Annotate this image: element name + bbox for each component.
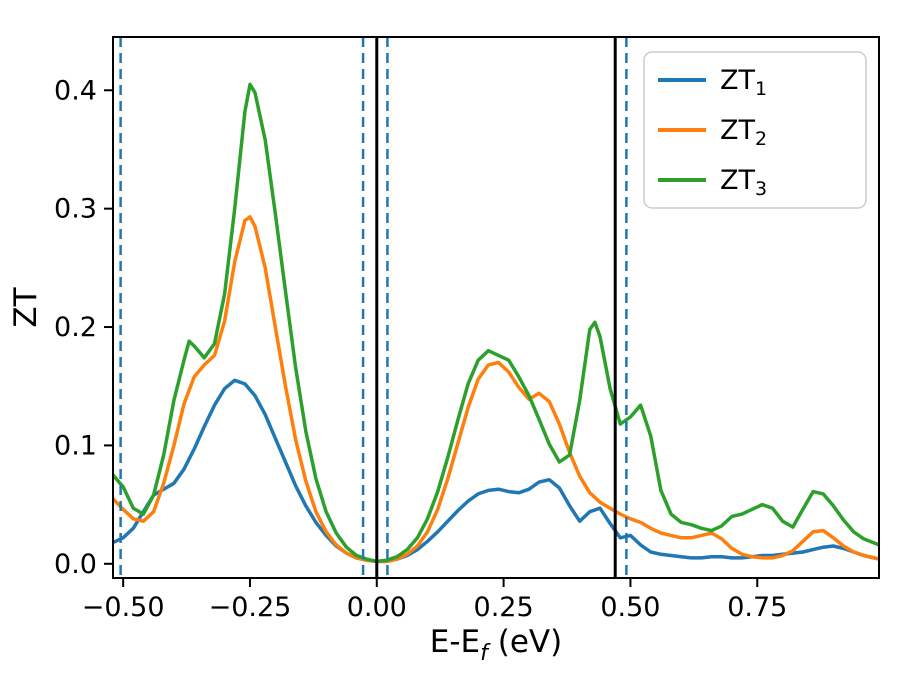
x-tick-label: 0.75 (727, 592, 787, 623)
y-tick-label: 0.3 (54, 194, 97, 225)
legend-box (643, 51, 867, 209)
x-tick-label: −0.50 (82, 592, 165, 623)
y-tick-label: 0.1 (54, 430, 97, 461)
x-tick-label: 0.25 (474, 592, 534, 623)
x-tick-label: 0.00 (347, 592, 407, 623)
y-axis-label: ZT (8, 286, 44, 327)
legend-label-ZT3: ZT3 (720, 165, 767, 200)
y-tick-label: 0.2 (54, 312, 97, 343)
x-axis-label: E-Ef (eV) (430, 624, 562, 666)
series-lines (113, 82, 879, 564)
y-tick-label: 0.4 (54, 75, 97, 106)
vertical-marker-lines (119, 37, 628, 578)
legend-label-ZT1: ZT1 (720, 65, 767, 100)
y-axis-ticks: 0.0 0.1 0.2 0.3 0.4 (54, 75, 113, 580)
x-axis-ticks: −0.50 −0.25 0.00 0.25 0.50 0.75 (82, 578, 787, 623)
y-tick-label: 0.0 (54, 549, 97, 580)
series-line-ZT1 (113, 378, 879, 564)
axes-spines (112, 36, 880, 579)
series-line-ZT3 (113, 82, 879, 564)
legend: ZT1 ZT2 ZT3 (643, 51, 867, 209)
x-tick-label: −0.25 (209, 592, 292, 623)
plot-border (112, 36, 880, 579)
axis-labels: E-Ef (eV) ZT (8, 286, 562, 666)
legend-label-ZT2: ZT2 (720, 115, 767, 150)
series-line-ZT2 (113, 215, 879, 564)
x-tick-label: 0.50 (600, 592, 660, 623)
